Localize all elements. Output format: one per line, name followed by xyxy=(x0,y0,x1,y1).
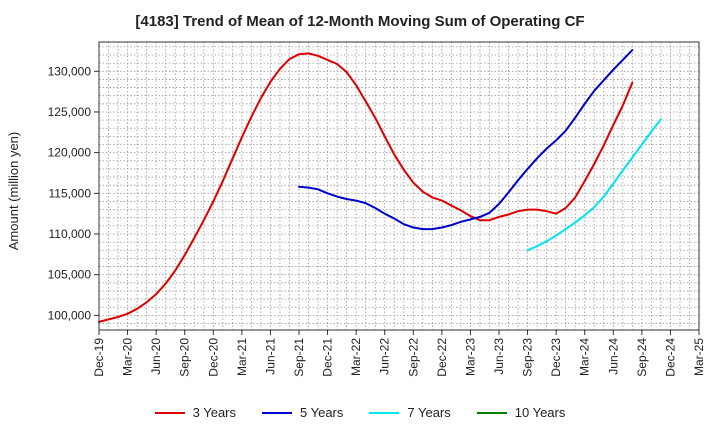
x-tick-label: Dec-21 xyxy=(321,338,335,377)
series-line-5-years xyxy=(298,49,634,231)
legend: 3 Years 5 Years 7 Years 10 Years xyxy=(0,405,720,420)
legend-label: 5 Years xyxy=(300,405,344,420)
x-tick-label: Mar-24 xyxy=(578,338,592,376)
legend-label: 10 Years xyxy=(514,405,566,420)
x-tick-label: Jun-23 xyxy=(492,338,506,375)
legend-swatch xyxy=(476,411,507,414)
x-tick-label: Jun-20 xyxy=(149,338,163,375)
legend-item: 7 Years xyxy=(369,405,451,420)
y-tick-label: 125,000 xyxy=(48,105,92,119)
x-tick-label: Dec-23 xyxy=(549,338,563,377)
legend-label: 3 Years xyxy=(192,405,236,420)
legend-item: 3 Years xyxy=(154,405,236,420)
x-tick-label: Dec-20 xyxy=(206,338,220,377)
y-tick-label: 130,000 xyxy=(48,64,92,78)
y-axis-label: Amount (million yen) xyxy=(6,132,21,251)
y-tick-label: 105,000 xyxy=(48,268,92,282)
x-tick-label: Dec-24 xyxy=(663,338,677,377)
series-line-3-years xyxy=(98,52,634,323)
legend-swatch xyxy=(262,411,292,414)
x-tick-label: Jun-24 xyxy=(606,338,620,375)
y-tick-label: 110,000 xyxy=(49,227,92,241)
y-tick-label: 115,000 xyxy=(49,186,92,200)
x-tick-label: Mar-20 xyxy=(121,338,135,376)
y-tick-label: 120,000 xyxy=(48,146,92,160)
legend-item: 10 Years xyxy=(476,405,566,420)
x-tick-label: Sep-22 xyxy=(406,338,420,377)
x-tick-label: Mar-25 xyxy=(692,338,706,376)
plot-frame xyxy=(98,41,700,331)
x-tick-label: Sep-24 xyxy=(635,338,649,377)
x-tick-label: Dec-19 xyxy=(92,338,106,377)
x-tick-label: Mar-21 xyxy=(235,338,249,376)
y-axis-ticks: 100,000 105,000 110,000 115,000 120,000 125,0… xyxy=(48,64,99,322)
x-tick-label: Dec-22 xyxy=(435,338,449,377)
legend-label: 7 Years xyxy=(407,405,451,420)
x-tick-label: Mar-23 xyxy=(463,338,477,376)
grid-lines xyxy=(99,42,699,330)
x-tick-label: Jun-21 xyxy=(263,338,277,375)
x-tick-label: Sep-23 xyxy=(521,338,535,377)
x-axis-ticks: Dec-19 Mar-20 Jun-20 Sep-20 Dec-20 Mar-21 Jun-… xyxy=(92,330,706,377)
x-tick-label: Sep-20 xyxy=(178,338,192,377)
chart-title: [4183] Trend of Mean of 12-Month Moving … xyxy=(135,13,585,30)
legend-swatch xyxy=(369,411,400,414)
x-tick-label: Mar-22 xyxy=(349,338,363,376)
legend-item: 5 Years xyxy=(262,405,343,420)
series-line-7-years xyxy=(526,118,662,252)
x-tick-label: Sep-21 xyxy=(292,338,306,377)
x-tick-label: Jun-22 xyxy=(378,338,392,375)
plot-series xyxy=(98,49,662,323)
y-tick-label: 100,000 xyxy=(48,308,92,322)
legend-swatch xyxy=(154,411,185,414)
